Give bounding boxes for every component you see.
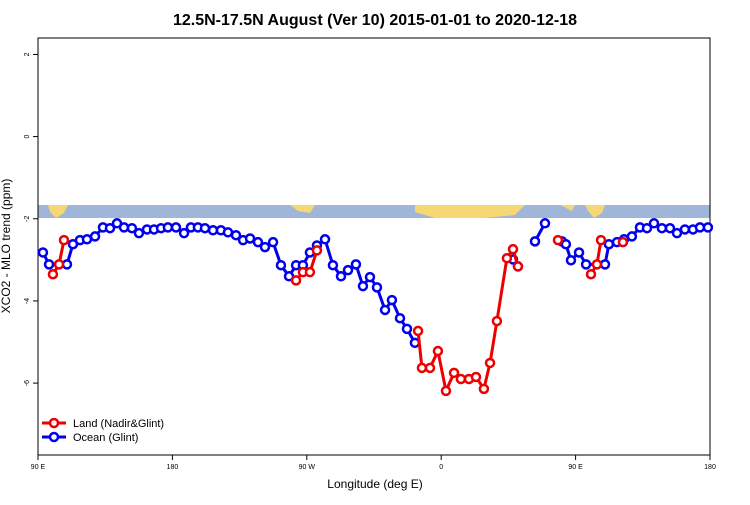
data-point — [350, 259, 362, 270]
y-tick-label: 2 — [24, 52, 31, 56]
data-point — [560, 238, 572, 250]
y-tick-label: -4 — [24, 298, 31, 304]
data-point — [275, 259, 287, 271]
x-tick-label: 0 — [439, 464, 443, 471]
data-point — [424, 362, 436, 374]
data-point — [230, 229, 242, 241]
data-point — [222, 227, 234, 238]
data-point — [178, 227, 190, 239]
data-point — [394, 312, 406, 324]
data-point — [656, 222, 668, 234]
x-tick-label: 90 E — [31, 464, 46, 471]
y-axis-label: XCO2 - MLO trend (ppm) — [0, 179, 13, 314]
x-tick-label: 90 W — [299, 464, 316, 471]
x-tick-label: 180 — [167, 464, 179, 471]
data-point — [252, 236, 264, 248]
data-point — [512, 261, 524, 272]
x-tick-label: 90 E — [568, 464, 583, 471]
data-point — [133, 227, 145, 239]
data-point — [595, 234, 607, 246]
data-point — [470, 371, 482, 383]
data-point — [58, 234, 70, 246]
legend-marker — [48, 431, 60, 443]
data-point — [648, 218, 660, 229]
data-point — [702, 222, 714, 233]
data-point — [89, 231, 101, 242]
legend-label: Land (Nadir&Glint) — [73, 418, 164, 430]
data-point — [539, 218, 551, 229]
data-point — [416, 362, 428, 374]
data-point — [342, 264, 354, 276]
data-point — [585, 268, 597, 280]
data-point — [53, 259, 65, 270]
map-strip — [38, 205, 710, 218]
data-point — [641, 222, 653, 234]
data-point — [671, 227, 683, 239]
y-tick-label: -2 — [24, 216, 31, 222]
data-point — [484, 357, 496, 369]
data-point — [603, 238, 615, 250]
data-point — [507, 243, 519, 255]
data-point — [401, 323, 413, 335]
data-point — [626, 231, 638, 242]
data-point — [529, 236, 541, 247]
y-tick-label: -6 — [24, 380, 31, 386]
data-point — [573, 247, 585, 258]
plot-layer: 90 E 180 90 W 0 90 E 180 -6 -4 -2 0 2 Land (Nadir&G… — [24, 52, 716, 471]
data-point — [409, 337, 421, 349]
data-point — [37, 247, 49, 258]
data-point — [47, 268, 59, 280]
data-point — [162, 222, 174, 233]
data-point — [199, 222, 211, 234]
data-point — [379, 304, 391, 316]
data-point — [599, 259, 611, 270]
data-point — [170, 222, 182, 233]
data-point — [311, 245, 323, 256]
x-tick-label: 180 — [704, 464, 716, 471]
data-point — [664, 222, 676, 234]
data-point — [267, 236, 279, 248]
data-point — [43, 259, 55, 270]
chart-title: 12.5N-17.5N August (Ver 10) 2015-01-01 t… — [173, 12, 577, 29]
data-point — [679, 224, 691, 235]
data-point — [591, 259, 603, 270]
data-point — [491, 315, 503, 327]
data-point — [412, 325, 424, 337]
data-point — [259, 241, 271, 253]
data-point — [319, 234, 331, 245]
data-point — [290, 275, 302, 286]
plot-frame — [37, 37, 711, 456]
y-tick-label: 0 — [24, 135, 31, 139]
data-point — [448, 367, 460, 379]
data-point — [501, 252, 513, 264]
data-point — [386, 294, 398, 306]
data-point — [552, 234, 564, 246]
legend-label: Ocean (Glint) — [73, 432, 138, 444]
legend-marker — [48, 417, 60, 429]
data-point — [617, 236, 629, 248]
data-point — [565, 255, 577, 266]
x-axis-label: Longitude (deg E) — [327, 477, 422, 491]
data-point — [357, 280, 369, 292]
data-point — [335, 271, 347, 282]
data-point — [327, 259, 339, 271]
land-strip — [48, 205, 605, 218]
data-point — [455, 373, 467, 385]
data-point — [81, 234, 93, 245]
data-point — [440, 385, 452, 397]
data-point — [104, 222, 116, 234]
data-point — [126, 222, 138, 234]
data-point — [478, 383, 490, 395]
data-point — [432, 345, 444, 357]
data-point — [580, 259, 592, 270]
ocean-strip — [38, 205, 710, 218]
data-point — [244, 233, 256, 244]
data-point — [371, 282, 383, 293]
data-point — [364, 271, 376, 283]
data-point — [304, 266, 316, 278]
